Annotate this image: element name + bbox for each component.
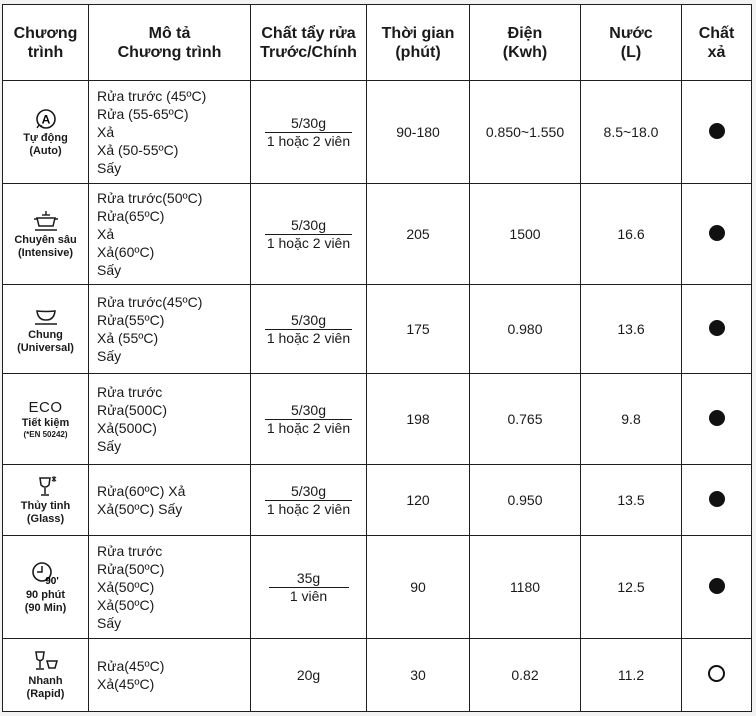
table-row: Chung (Universal) Rửa trước(45ºC) Rửa(55º… [2, 284, 752, 374]
time-cell: 90-180 [366, 80, 470, 184]
program-cell: Nhanh (Rapid) [2, 638, 89, 712]
svg-text:90': 90' [45, 576, 59, 587]
rinse-aid-cell [681, 535, 752, 639]
program-name: 90 phút [25, 589, 66, 601]
time-cell: 205 [366, 183, 470, 285]
rinse-aid-cell [681, 284, 752, 374]
clock-90-icon: 90' [31, 562, 59, 587]
detergent-cell: 5/30g 1 hoặc 2 viên [250, 373, 367, 465]
program-name: Tiết kiệm [21, 416, 70, 429]
description-cell: Rửa(60ºC) Xả Xả(50ºC) Sấy [88, 464, 251, 536]
header-row: Chương trình Mô tả Chương trình Chất tẩy r… [2, 4, 752, 81]
rinse-aid-filled-icon [708, 122, 725, 139]
header-detergent: Chất tẩy rửa Trước/Chính [250, 4, 367, 81]
header-electricity: Điện (Kwh) [469, 4, 581, 81]
program-name: Chuyên sâu [14, 234, 77, 246]
rinse-aid-filled-icon [708, 490, 725, 507]
rinse-aid-cell [681, 638, 752, 712]
time-cell: 198 [366, 373, 470, 465]
intensive-pot-icon [33, 211, 58, 231]
program-name: Chung [28, 329, 63, 341]
water-cell: 9.8 [580, 373, 682, 465]
table-row: ECO Tiết kiệm (*EN 50242) Rửa trước Rửa(5… [2, 373, 752, 465]
water-cell: 8.5~18.0 [580, 80, 682, 184]
program-sub: (*EN 50242) [23, 429, 68, 439]
program-name: Tự động [23, 132, 68, 144]
water-cell: 13.6 [580, 284, 682, 374]
program-table: Chương trình Mô tả Chương trình Chất tẩy r… [2, 4, 752, 712]
description-cell: Rửa(45ºC) Xả(45ºC) [88, 638, 251, 712]
rinse-aid-cell [681, 464, 752, 536]
auto-a-icon: A [35, 109, 56, 129]
detergent-cell: 5/30g 1 hoặc 2 viên [250, 284, 367, 374]
water-cell: 12.5 [580, 535, 682, 639]
header-rinse-aid: Chất xả [681, 4, 752, 81]
description-cell: Rửa trước (45ºC) Rửa (55-65ºC) Xả Xả (50-55… [88, 80, 251, 184]
header-program: Chương trình [2, 4, 89, 81]
table-row: Thủy tinh (Glass) Rửa(60ºC) Xả Xả(50ºC) S… [2, 464, 752, 536]
program-sub: (Rapid) [26, 688, 65, 700]
universal-bowl-icon [34, 310, 57, 325]
program-cell: Chuyên sâu (Intensive) [2, 183, 89, 285]
detergent-cell: 5/30g 1 hoặc 2 viên [250, 464, 367, 536]
electricity-cell: 1500 [469, 183, 581, 285]
electricity-cell: 0.850~1.550 [469, 80, 581, 184]
electricity-cell: 0.980 [469, 284, 581, 374]
table-row: Nhanh (Rapid) Rửa(45ºC) Xả(45ºC) 20g 30 0… [2, 638, 752, 712]
rinse-aid-open-icon [708, 665, 725, 682]
rinse-aid-cell [681, 183, 752, 285]
rapid-glass-icon [34, 651, 58, 670]
program-sub: (90 Min) [24, 602, 67, 614]
rinse-aid-cell [681, 373, 752, 465]
electricity-cell: 0.82 [469, 638, 581, 712]
description-cell: Rửa trước(50ºC) Rửa(65ºC) Xả Xả(60ºC) Sấy [88, 183, 251, 285]
header-water: Nước (L) [580, 4, 682, 81]
time-cell: 30 [366, 638, 470, 712]
electricity-cell: 1180 [469, 535, 581, 639]
program-sub: (Intensive) [17, 247, 73, 259]
eco-icon: ECO [28, 398, 63, 416]
detergent-cell: 35g 1 viên [250, 535, 367, 639]
program-sub: (Universal) [17, 342, 74, 354]
table-row: Chuyên sâu (Intensive) Rửa trước(50ºC) Rử… [2, 183, 752, 285]
description-cell: Rửa trước Rửa(500C) Xả(500C) Sấy [88, 373, 251, 465]
time-cell: 120 [366, 464, 470, 536]
water-cell: 11.2 [580, 638, 682, 712]
detergent-cell: 5/30g 1 hoặc 2 viên [250, 183, 367, 285]
table-row: 90' 90 phút (90 Min) Rửa trước Rửa(50ºC) X… [2, 535, 752, 639]
description-cell: Rửa trước Rửa(50ºC) Xả(50ºC) Xả(50ºC) Sấy [88, 535, 251, 639]
program-cell: 90' 90 phút (90 Min) [2, 535, 89, 639]
description-cell: Rửa trước(45ºC) Rửa(55ºC) Xả (55ºC) Sấy [88, 284, 251, 374]
rinse-aid-cell [681, 80, 752, 184]
program-cell: ECO Tiết kiệm (*EN 50242) [2, 373, 89, 465]
water-cell: 16.6 [580, 183, 682, 285]
rinse-aid-filled-icon [708, 319, 725, 336]
detergent-cell: 20g [250, 638, 367, 712]
time-cell: 90 [366, 535, 470, 639]
program-cell: A Tự động (Auto) [2, 80, 89, 184]
rinse-aid-filled-icon [708, 224, 725, 241]
detergent-cell: 5/30g 1 hoặc 2 viên [250, 80, 367, 184]
rinse-aid-filled-icon [708, 409, 725, 426]
water-cell: 13.5 [580, 464, 682, 536]
program-sub: (Glass) [26, 513, 65, 525]
header-description: Mô tả Chương trình [88, 4, 251, 81]
electricity-cell: 0.950 [469, 464, 581, 536]
program-sub: (Auto) [29, 145, 62, 157]
program-cell: Chung (Universal) [2, 284, 89, 374]
svg-text:A: A [41, 113, 50, 127]
table-row: A Tự động (Auto) Rửa trước (45ºC) Rửa (55… [2, 80, 752, 184]
rinse-aid-filled-icon [708, 577, 725, 594]
header-time: Thời gian (phút) [366, 4, 470, 81]
time-cell: 175 [366, 284, 470, 374]
glass-icon [38, 476, 56, 496]
program-name: Thủy tinh [20, 500, 71, 512]
program-name: Nhanh [28, 675, 63, 687]
electricity-cell: 0.765 [469, 373, 581, 465]
program-cell: Thủy tinh (Glass) [2, 464, 89, 536]
